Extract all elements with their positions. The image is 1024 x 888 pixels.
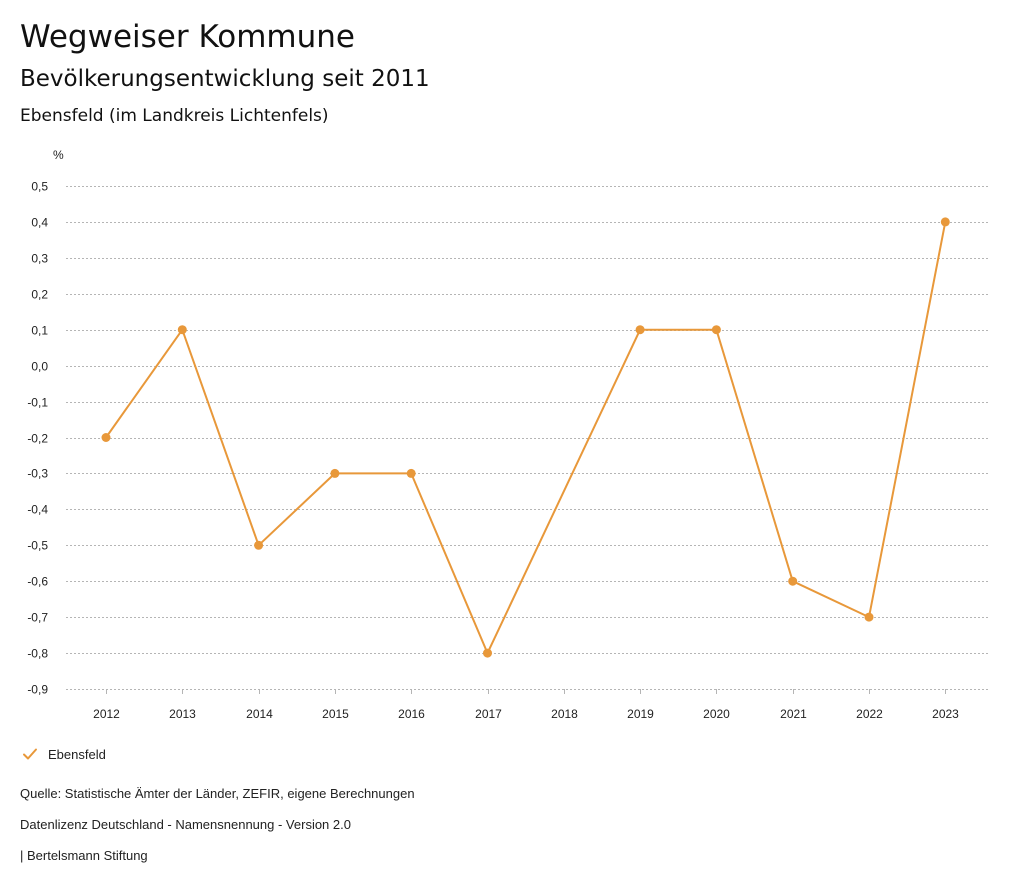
x-tick-label: 2019	[627, 707, 654, 721]
data-point[interactable]	[254, 540, 264, 550]
x-tick-label: 2018	[551, 707, 578, 721]
data-point[interactable]	[864, 612, 874, 622]
data-point[interactable]	[330, 468, 340, 478]
region-label: Ebensfeld (im Landkreis Lichtenfels)	[20, 106, 329, 126]
x-tick-label: 2020	[703, 707, 730, 721]
y-tick-label: 0,3	[31, 252, 48, 266]
license-note: Datenlizenz Deutschland - Namensnennung …	[20, 817, 351, 832]
y-tick-label: -0,2	[27, 432, 48, 446]
gridlines	[66, 186, 990, 690]
data-point[interactable]	[940, 217, 950, 227]
chart-title: Wegweiser Kommune	[20, 19, 355, 55]
data-point[interactable]	[406, 468, 416, 478]
legend-item-ebensfeld[interactable]: Ebensfeld	[22, 744, 106, 764]
y-tick-label: -0,3	[27, 467, 48, 481]
data-point[interactable]	[788, 576, 798, 586]
x-tick-label: 2023	[932, 707, 959, 721]
data-point[interactable]	[177, 325, 187, 335]
x-tick-label: 2015	[322, 707, 349, 721]
y-tick-label: -0,1	[27, 396, 48, 410]
chart-subtitle: Bevölkerungsentwicklung seit 2011	[20, 66, 430, 92]
data-point[interactable]	[711, 325, 721, 335]
x-axis: 2012 2013 2014 2015 2016 2017 2018 2019 2020 2021…	[93, 689, 959, 721]
x-tick-label: 2012	[93, 707, 120, 721]
y-tick-label: -0,8	[27, 647, 48, 661]
x-tick-label: 2014	[246, 707, 273, 721]
y-tick-label: 0,0	[31, 360, 48, 374]
data-point[interactable]	[635, 325, 645, 335]
checkmark-icon	[23, 748, 37, 760]
y-tick-label: 0,4	[31, 216, 48, 230]
y-axis-unit-label: %	[53, 148, 64, 162]
legend-label: Ebensfeld	[48, 746, 106, 762]
y-tick-label: -0,4	[27, 503, 48, 517]
data-point[interactable]	[483, 648, 492, 658]
y-tick-label: -0,6	[27, 575, 48, 589]
publisher-note: | Bertelsmann Stiftung	[20, 848, 148, 863]
y-tick-label: -0,9	[27, 683, 48, 697]
x-tick-label: 2016	[398, 707, 425, 721]
x-tick-label: 2022	[856, 707, 883, 721]
series-ebensfeld[interactable]	[101, 217, 950, 658]
x-tick-label: 2013	[169, 707, 196, 721]
data-point[interactable]	[101, 433, 111, 442]
y-tick-label: 0,1	[31, 324, 48, 338]
source-note: Quelle: Statistische Ämter der Länder, Z…	[20, 786, 415, 801]
x-tick-label: 2021	[780, 707, 807, 721]
series-line	[105, 221, 947, 655]
y-tick-label: 0,5	[31, 180, 48, 194]
y-tick-label: -0,5	[27, 539, 48, 553]
y-tick-label: 0,2	[31, 288, 48, 302]
y-tick-label: -0,7	[27, 611, 48, 625]
y-axis: % 0,5 0,4 0,3 0,2 0,1 0,0 -0,1 -0,2 -0,3 -0,4 -0,5…	[27, 148, 64, 697]
x-tick-label: 2017	[475, 707, 502, 721]
